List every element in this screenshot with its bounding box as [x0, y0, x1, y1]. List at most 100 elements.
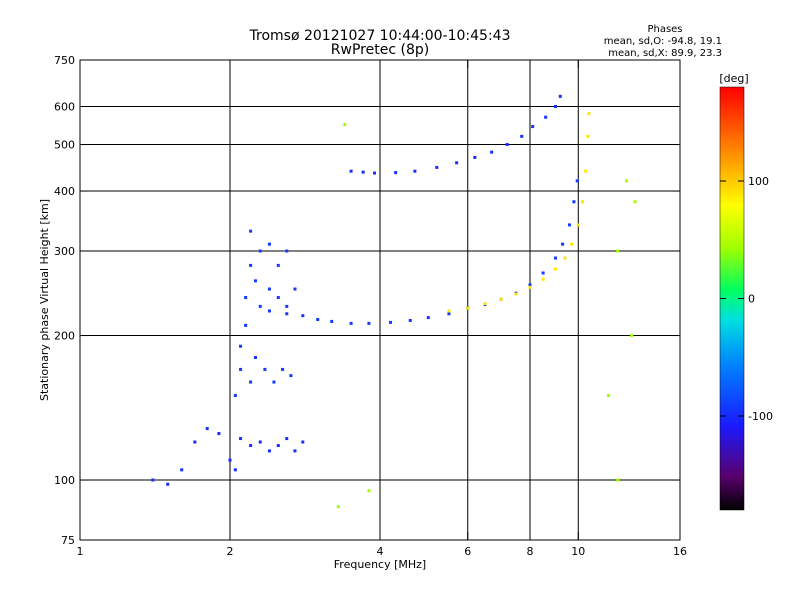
- data-point: [572, 200, 576, 204]
- data-point: [563, 256, 567, 260]
- data-point: [276, 296, 280, 300]
- data-point: [267, 242, 271, 246]
- x-tick-label: 1: [77, 545, 84, 558]
- y-tick-label: 75: [61, 534, 75, 547]
- data-point: [267, 449, 271, 453]
- y-tick-label: 600: [54, 101, 75, 114]
- data-point: [293, 287, 297, 291]
- y-tick-label: 750: [54, 54, 75, 67]
- data-points: [151, 94, 637, 509]
- y-tick-label: 200: [54, 330, 75, 343]
- data-point: [285, 304, 289, 308]
- stats-heading: Phases: [647, 24, 682, 35]
- data-point: [570, 242, 574, 246]
- data-point: [584, 169, 588, 173]
- data-point: [349, 321, 353, 325]
- data-point: [514, 292, 518, 296]
- data-point: [426, 316, 430, 320]
- x-tick-label: 4: [377, 545, 384, 558]
- data-point: [217, 432, 221, 436]
- data-point: [205, 427, 209, 431]
- data-point: [293, 449, 297, 453]
- data-point: [244, 296, 248, 300]
- y-tick-label: 500: [54, 139, 75, 152]
- data-point: [276, 444, 280, 448]
- data-point: [447, 309, 451, 313]
- data-point: [193, 440, 197, 444]
- data-point: [455, 161, 459, 165]
- data-point: [531, 125, 535, 129]
- data-point: [281, 367, 285, 371]
- axis-ticks: 1 2 4 6 8 10 16 75 100 200 300 400 500 600 750: [54, 54, 687, 558]
- data-point: [233, 468, 237, 472]
- data-point: [528, 283, 532, 287]
- data-point: [239, 437, 243, 441]
- data-point: [228, 458, 232, 462]
- data-point: [239, 344, 243, 348]
- data-point: [253, 355, 257, 359]
- data-point: [180, 468, 184, 472]
- data-point: [244, 323, 248, 327]
- x-tick-label: 6: [464, 545, 471, 558]
- data-point: [330, 319, 334, 323]
- data-point: [249, 263, 253, 267]
- data-point: [581, 200, 585, 204]
- data-point: [249, 444, 253, 448]
- data-point: [587, 112, 591, 116]
- y-axis-label: Stationary phase Virtual Height [km]: [38, 199, 51, 401]
- data-point: [272, 380, 276, 384]
- data-point: [553, 256, 557, 260]
- colorbar-ticks: 100 0 -100: [720, 175, 773, 423]
- data-point: [408, 318, 412, 322]
- data-point: [151, 478, 155, 482]
- data-point: [553, 105, 557, 109]
- data-point: [466, 306, 470, 310]
- data-point: [483, 302, 487, 306]
- data-point: [301, 314, 305, 318]
- data-point: [575, 179, 579, 183]
- data-point: [435, 165, 439, 169]
- data-point: [336, 505, 340, 509]
- data-point: [490, 150, 494, 154]
- data-point: [367, 489, 371, 493]
- x-tick-label: 2: [227, 545, 234, 558]
- data-point: [528, 285, 532, 289]
- data-point: [561, 242, 565, 246]
- data-point: [233, 394, 237, 398]
- data-point: [249, 380, 253, 384]
- x-tick-label: 8: [527, 545, 534, 558]
- colorbar-label: [deg]: [719, 72, 748, 85]
- chart-subtitle: RwPretec (8p): [331, 42, 429, 58]
- x-tick-label: 16: [673, 545, 687, 558]
- data-point: [253, 279, 257, 283]
- data-point: [616, 478, 620, 482]
- data-point: [258, 304, 262, 308]
- data-point: [316, 317, 320, 321]
- data-point: [473, 155, 477, 159]
- data-point: [249, 229, 253, 233]
- data-point: [576, 223, 580, 227]
- y-tick-label: 100: [54, 474, 75, 487]
- stats-line-x: mean, sd,X: 89.9, 23.3: [608, 48, 722, 59]
- grid-lines: [80, 60, 680, 540]
- x-tick-label: 10: [571, 545, 585, 558]
- colorbar-tick-label: 0: [748, 293, 755, 306]
- data-point: [239, 367, 243, 371]
- data-point: [413, 169, 417, 173]
- data-point: [633, 200, 637, 204]
- data-point: [373, 171, 377, 175]
- stats-line-o: mean, sd,O: -94.8, 19.1: [604, 36, 722, 47]
- data-point: [616, 249, 620, 253]
- data-point: [625, 179, 629, 183]
- data-point: [389, 320, 393, 324]
- y-tick-label: 400: [54, 185, 75, 198]
- data-point: [541, 271, 545, 275]
- chart-title: Tromsø 20121027 10:44:00-10:45:43: [249, 28, 511, 44]
- data-point: [285, 312, 289, 316]
- data-point: [276, 263, 280, 267]
- data-point: [285, 249, 289, 253]
- y-tick-label: 300: [54, 245, 75, 258]
- x-axis-label: Frequency [MHz]: [334, 558, 426, 571]
- data-point: [544, 115, 548, 119]
